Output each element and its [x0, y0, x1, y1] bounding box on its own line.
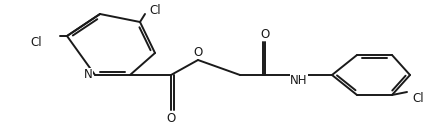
Text: O: O	[260, 27, 269, 40]
Text: Cl: Cl	[412, 91, 424, 104]
Text: N: N	[84, 68, 92, 82]
Text: O: O	[193, 46, 202, 59]
Text: Cl: Cl	[149, 3, 161, 17]
Text: O: O	[166, 112, 176, 124]
Text: Cl: Cl	[30, 35, 42, 48]
Text: NH: NH	[290, 75, 308, 87]
